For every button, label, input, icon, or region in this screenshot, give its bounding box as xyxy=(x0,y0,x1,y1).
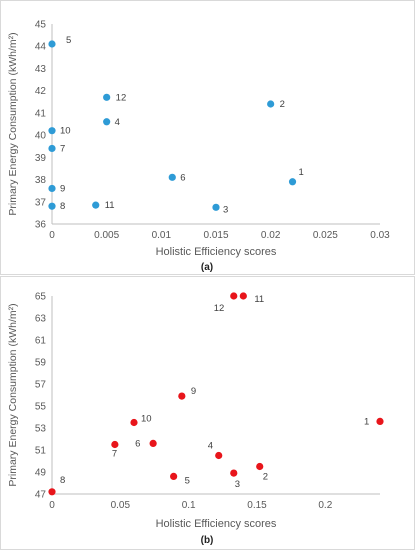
data-label-b-8: 8 xyxy=(60,475,65,486)
data-point-b-8 xyxy=(48,488,56,496)
y-tick-label-a: 38 xyxy=(35,175,47,186)
x-tick-label-a: 0.005 xyxy=(94,230,119,241)
data-label-b-2: 2 xyxy=(263,472,268,483)
y-tick-label-a: 36 xyxy=(35,220,47,231)
y-tick-label-b: 53 xyxy=(35,424,47,435)
data-label-a-7: 7 xyxy=(60,143,65,154)
y-tick-label-b: 55 xyxy=(35,402,47,413)
panel-a-frame xyxy=(0,0,415,275)
x-tick-label-b: 0 xyxy=(49,500,55,511)
panel-b-frame xyxy=(0,276,415,550)
data-point-a-8 xyxy=(48,202,56,210)
data-label-a-4: 4 xyxy=(115,117,120,128)
data-point-b-6 xyxy=(149,439,157,447)
x-tick-label-a: 0.015 xyxy=(203,230,228,241)
data-point-a-7 xyxy=(48,144,56,153)
data-label-b-10: 10 xyxy=(141,414,152,425)
data-point-b-5 xyxy=(170,472,178,480)
x-tick-label-a: 0.02 xyxy=(261,230,281,241)
y-tick-label-b: 59 xyxy=(35,358,47,369)
x-tick-label-b: 0.05 xyxy=(111,500,131,511)
data-point-a-4 xyxy=(103,118,111,126)
y-tick-label-a: 42 xyxy=(35,86,47,97)
data-label-b-6: 6 xyxy=(135,438,140,449)
data-label-b-7: 7 xyxy=(112,449,117,460)
data-label-a-6: 6 xyxy=(180,172,185,183)
data-label-a-10: 10 xyxy=(60,126,71,137)
data-point-b-10 xyxy=(130,418,138,427)
y-tick-label-b: 57 xyxy=(35,380,47,391)
data-label-b-5: 5 xyxy=(185,475,190,486)
data-label-b-3: 3 xyxy=(235,479,240,490)
data-label-b-4: 4 xyxy=(208,441,213,452)
y-tick-label-a: 43 xyxy=(35,64,47,75)
data-label-a-8: 8 xyxy=(60,201,65,212)
data-point-a-5 xyxy=(48,40,56,48)
y-axis-title-a: Primary Energy Consumption (kWh/m²) xyxy=(7,32,19,215)
data-label-b-1: 1 xyxy=(364,416,369,427)
data-label-b-12: 12 xyxy=(214,303,225,314)
panel-label-a: (a) xyxy=(201,262,213,273)
y-tick-label-b: 49 xyxy=(35,468,47,479)
data-point-b-1 xyxy=(376,417,384,425)
x-tick-label-a: 0.025 xyxy=(313,230,338,241)
data-label-a-5: 5 xyxy=(66,35,71,46)
y-tick-label-a: 44 xyxy=(35,42,47,53)
x-tick-label-a: 0.03 xyxy=(370,230,390,241)
panel-label-b: (b) xyxy=(201,535,214,546)
x-tick-label-a: 0.01 xyxy=(152,230,172,241)
x-tick-label-b: 0.15 xyxy=(247,500,267,511)
data-label-b-11: 11 xyxy=(254,294,264,305)
data-label-a-9: 9 xyxy=(60,183,65,194)
y-tick-label-b: 61 xyxy=(35,336,47,347)
x-tick-label-a: 0 xyxy=(49,230,55,241)
x-axis-title-b: Holistic Efficiency scores xyxy=(156,518,277,530)
data-point-a-11 xyxy=(92,201,100,209)
x-tick-label-b: 0.1 xyxy=(182,500,196,511)
data-point-b-3 xyxy=(230,469,238,477)
data-point-b-11 xyxy=(239,292,247,300)
data-point-b-12 xyxy=(230,292,238,300)
y-tick-label-a: 40 xyxy=(35,131,47,142)
data-label-a-3: 3 xyxy=(223,204,228,215)
data-point-a-12 xyxy=(103,93,111,101)
data-label-a-2: 2 xyxy=(280,99,285,110)
data-label-a-12: 12 xyxy=(116,92,127,103)
data-point-b-9 xyxy=(178,392,186,400)
data-point-a-2 xyxy=(267,100,275,108)
data-label-a-11: 11 xyxy=(105,200,115,211)
y-tick-label-a: 39 xyxy=(35,153,47,164)
data-point-a-3 xyxy=(212,203,220,211)
data-point-b-7 xyxy=(111,440,119,449)
y-tick-label-b: 47 xyxy=(35,490,47,501)
data-point-a-6 xyxy=(168,173,176,181)
data-label-b-9: 9 xyxy=(191,386,196,397)
data-point-b-4 xyxy=(215,451,223,460)
data-point-a-9 xyxy=(48,184,56,193)
data-label-a-1: 1 xyxy=(299,167,304,178)
y-tick-label-a: 37 xyxy=(35,197,47,208)
x-axis-title-a: Holistic Efficiency scores xyxy=(156,246,277,258)
y-tick-label-b: 63 xyxy=(35,314,47,325)
data-point-a-1 xyxy=(288,178,297,186)
y-axis-title-b: Primary Energy Consumption (kWh/m²) xyxy=(7,303,19,486)
y-tick-label-a: 45 xyxy=(35,20,47,31)
y-tick-label-b: 65 xyxy=(35,292,47,303)
y-tick-label-a: 41 xyxy=(35,108,47,119)
data-point-b-2 xyxy=(256,462,264,471)
y-tick-label-b: 51 xyxy=(35,446,47,457)
data-point-a-10 xyxy=(48,127,56,135)
x-tick-label-b: 0.2 xyxy=(318,500,332,511)
